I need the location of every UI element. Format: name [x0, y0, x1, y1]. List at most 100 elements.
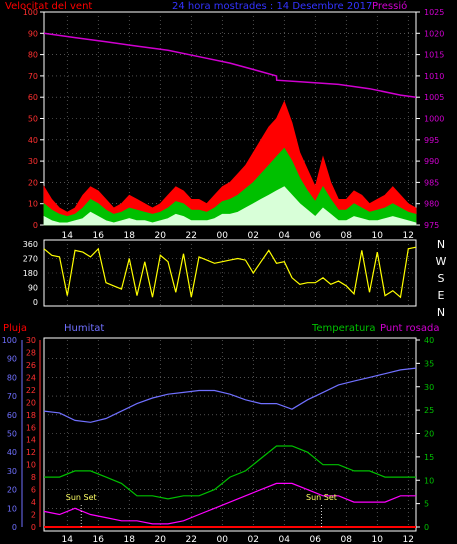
pressure-axis-label: 1000	[424, 115, 444, 124]
wind-min-area	[43, 186, 417, 226]
direction-axis-label: 90	[28, 284, 38, 293]
humidity-axis-label: 100	[2, 336, 17, 345]
pressure-axis-label: 1025	[424, 8, 444, 17]
temperature-axis-label: 18	[26, 411, 36, 420]
pressure-line	[43, 32, 417, 98]
wind-axis-label: 80	[28, 51, 38, 60]
x-tick-label: 18	[124, 231, 136, 241]
x-tick-label: 16	[93, 535, 105, 544]
temperature-axis-label: 22	[26, 386, 36, 395]
rain-axis-label: 5	[424, 500, 429, 509]
humidity-axis-label: 40	[7, 448, 17, 457]
pressure-axis-label: 985	[424, 178, 439, 187]
wind-axis-label: 90	[28, 29, 38, 38]
wind-speed-label: Velocitat del vent	[5, 1, 92, 12]
x-tick-label: 04	[279, 231, 291, 241]
x-tick-label: 00	[217, 231, 229, 241]
humidity-label: Humitat	[64, 323, 104, 334]
temperature-axis-label: 24	[26, 373, 36, 382]
temperature-axis-label: 20	[26, 398, 36, 407]
temperature-axis-label: 30	[26, 336, 36, 345]
wind-axis-label: 100	[23, 8, 38, 17]
temperature-axis-label: 14	[26, 436, 36, 445]
rain-axis-label: 0	[424, 523, 429, 532]
wind-avg-area	[43, 147, 417, 226]
wind-axis-label: 0	[33, 221, 38, 230]
temperature-axis-label: 0	[31, 523, 36, 532]
pressure-axis-label: 990	[424, 157, 439, 166]
x-tick-label: 02	[248, 231, 259, 241]
sunset-label: Sun Set	[66, 493, 97, 502]
sunset-label: Sun Set	[306, 493, 337, 502]
wind-axis-label: 70	[28, 72, 38, 81]
wind-axis-label: 30	[28, 157, 38, 166]
x-tick-label: 02	[248, 535, 259, 544]
x-tick-label: 08	[341, 535, 353, 544]
humidity-axis-label: 90	[7, 355, 17, 364]
wind-axis-label: 20	[28, 178, 38, 187]
temperature-axis-label: 12	[26, 448, 36, 457]
temperature-axis-label: 26	[26, 361, 36, 370]
chart-marks: 0102030405060708090100975980985990995100…	[2, 8, 447, 544]
rain-label: Pluja	[3, 323, 27, 334]
temperature-axis-label: 6	[31, 486, 36, 495]
x-tick-label: 14	[62, 535, 74, 544]
direction-axis-label: 0	[33, 298, 38, 307]
wind-axis-label: 10	[28, 200, 38, 209]
temperature-axis-label: 8	[31, 473, 36, 482]
compass-label: N	[437, 306, 445, 319]
pressure-axis-label: 1015	[424, 51, 444, 60]
x-tick-label: 12	[403, 535, 414, 544]
temperature-line	[44, 445, 416, 500]
humidity-axis-label: 80	[7, 373, 17, 382]
x-tick-label: 14	[62, 231, 74, 241]
humidity-axis-label: 10	[7, 504, 17, 513]
temperature-label: Temperatura	[311, 323, 376, 334]
temperature-axis-label: 2	[31, 511, 36, 520]
pressure-axis-label: 975	[424, 221, 439, 230]
pressure-axis-label: 1010	[424, 72, 444, 81]
wind-axis-label: 60	[28, 93, 38, 102]
wind-direction-line	[43, 246, 417, 299]
dewpoint-line	[43, 482, 416, 525]
x-tick-label: 20	[155, 535, 167, 544]
rain-axis-label: 35	[424, 359, 434, 368]
temp-humidity-panel	[43, 337, 417, 532]
temperature-axis-label: 10	[26, 461, 36, 470]
humidity-axis-label: 30	[7, 467, 17, 476]
humidity-axis-label: 60	[7, 411, 17, 420]
humidity-axis-label: 50	[7, 430, 17, 439]
humidity-axis-label: 0	[12, 523, 17, 532]
x-tick-label: 08	[341, 231, 353, 241]
x-tick-label: 18	[124, 535, 136, 544]
wind-axis-label: 50	[28, 115, 38, 124]
rain-axis-label: 15	[424, 453, 434, 462]
temperature-axis-label: 4	[31, 498, 36, 507]
x-tick-label: 06	[310, 231, 322, 241]
x-tick-label: 20	[155, 231, 167, 241]
x-tick-label: 22	[186, 535, 197, 544]
temp-panel-frame	[43, 337, 417, 532]
direction-axis-label: 360	[23, 240, 38, 249]
x-tick-label: 10	[372, 535, 384, 544]
rain-axis-label: 25	[424, 406, 434, 415]
temperature-axis-label: 16	[26, 423, 36, 432]
rain-axis-label: 20	[424, 430, 434, 439]
humidity-axis-label: 70	[7, 392, 17, 401]
rain-axis-label: 10	[424, 476, 434, 485]
wind-axis-label: 40	[28, 136, 38, 145]
humidity-axis-label: 20	[7, 486, 17, 495]
pressure-axis-label: 1005	[424, 93, 444, 102]
rain-axis-label: 30	[424, 383, 434, 392]
x-tick-label: 16	[93, 231, 105, 241]
compass-label: N	[437, 238, 445, 251]
x-tick-label: 04	[279, 535, 291, 544]
rain-axis-label: 40	[424, 336, 434, 345]
x-tick-label: 00	[217, 535, 229, 544]
x-tick-label: 12	[403, 231, 414, 241]
x-tick-label: 06	[310, 535, 322, 544]
direction-axis-label: 270	[23, 255, 38, 264]
humidity-line	[43, 367, 417, 423]
direction-axis-label: 180	[23, 269, 38, 278]
